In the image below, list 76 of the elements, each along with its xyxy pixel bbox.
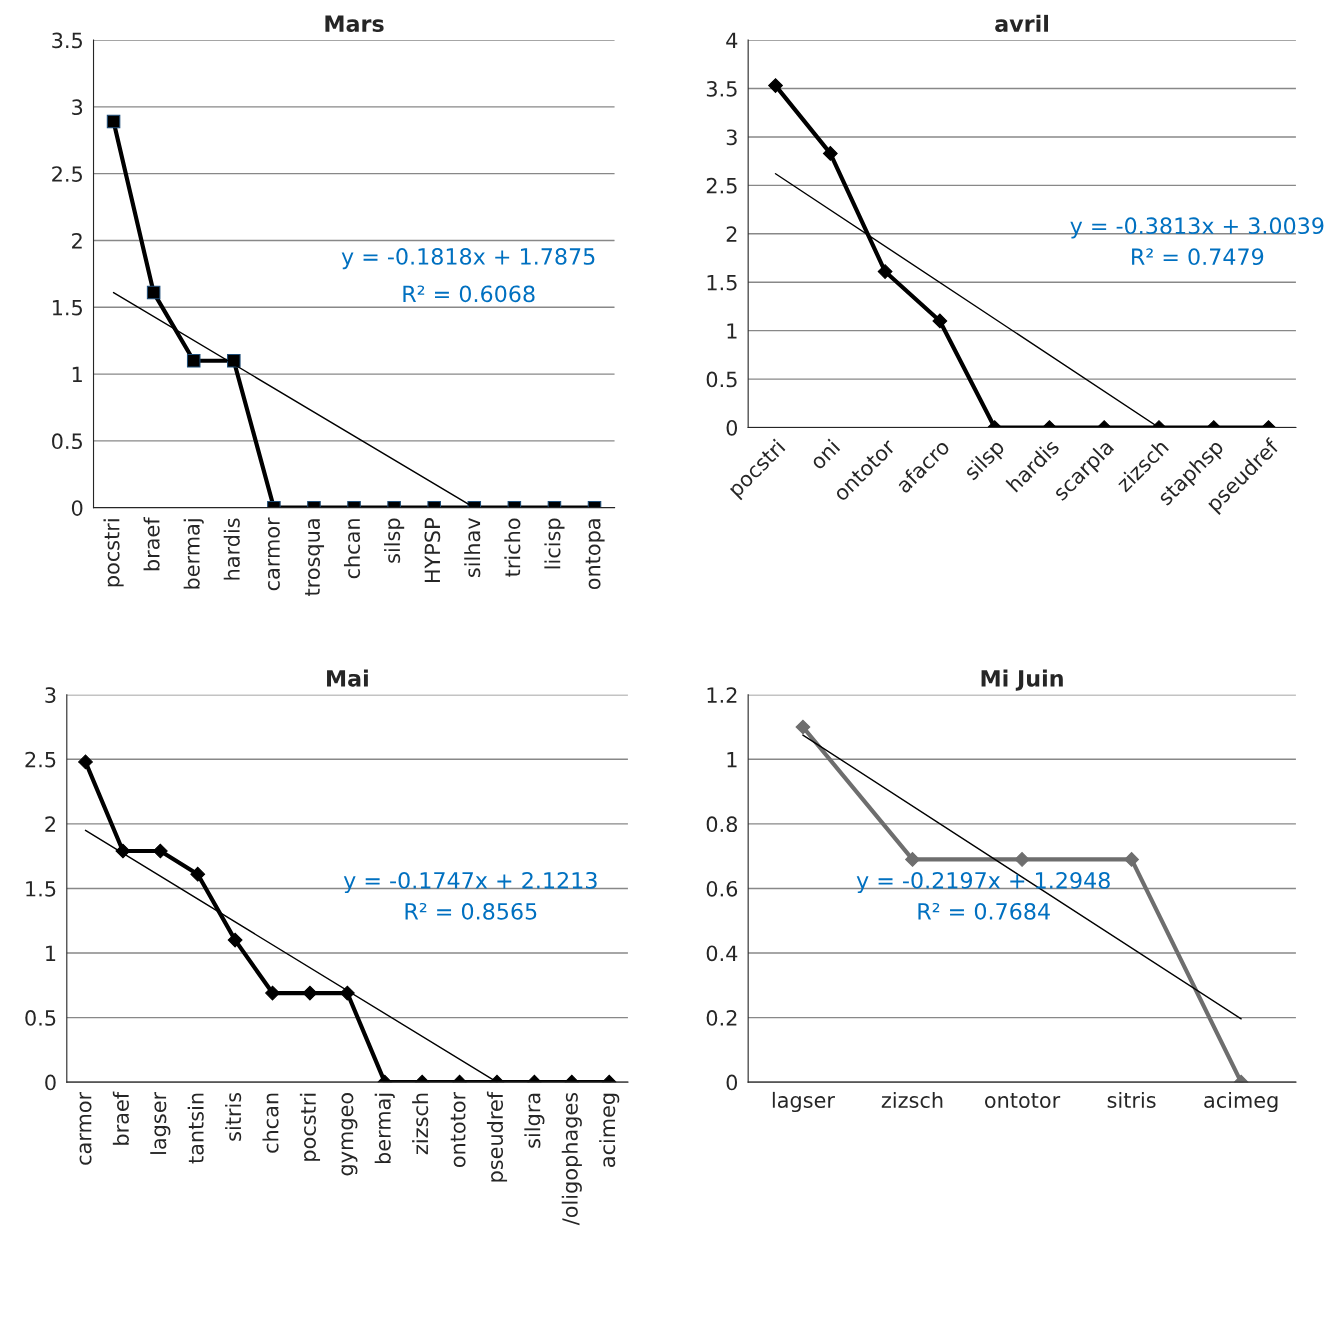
x-tick-label: pseudref — [486, 1091, 508, 1182]
annotation: R² = 0.7684 — [918, 902, 1050, 920]
y-tick-label: 0 — [726, 419, 738, 436]
y-tick-label: 0.6 — [706, 880, 738, 897]
x-tick-label: chcan — [262, 1093, 279, 1153]
y-tick-label: 2.5 — [52, 166, 82, 182]
x-tick-label: lagser — [772, 1091, 835, 1113]
x-tick-label: acimeg — [599, 1093, 620, 1167]
y-tick-label: 0.4 — [706, 945, 738, 962]
y-tick-label: 2 — [726, 226, 737, 242]
x-tick-label: trosqua — [305, 519, 325, 596]
y-tick-label: 2.5 — [706, 177, 737, 194]
y-tick-label: 1 — [727, 752, 737, 768]
y-tick-label: 3.5 — [706, 80, 737, 97]
y-tick-label: 0.2 — [706, 1010, 737, 1026]
y-tick-label: 0 — [71, 500, 83, 516]
y-tick-label: 4 — [726, 32, 738, 48]
x-tick-label: zizsch — [881, 1091, 943, 1109]
x-tick-label: silhav — [464, 518, 481, 577]
x-tick-label: pocstri — [103, 519, 124, 587]
y-tick-label: 0.5 — [52, 433, 82, 450]
x-tick-label: braef — [143, 517, 160, 571]
chart-title: Mai — [327, 669, 368, 687]
x-tick-label: sitris — [225, 1092, 242, 1141]
y-tick-label: 0.5 — [25, 1010, 56, 1026]
y-tick-label: 3 — [726, 129, 737, 146]
annotation: R² = 0.7479 — [1132, 248, 1264, 266]
x-tick-label: tricho — [504, 518, 521, 577]
x-tick-label: zizsch — [412, 1093, 429, 1155]
annotation: y = -0.3813x + 3.0039 — [1070, 217, 1324, 239]
x-tick-label: acimeg — [1204, 1091, 1278, 1113]
chart-title: avril — [995, 14, 1049, 33]
annotation: y = -0.1747x + 2.1213 — [343, 871, 597, 894]
annotation: R² = 0.6068 — [403, 285, 535, 303]
x-tick-label: lagser — [150, 1091, 171, 1154]
y-tick-label: 2.5 — [25, 751, 56, 768]
x-tick-label: licisp — [544, 518, 565, 569]
x-tick-label: ontotor — [450, 1091, 466, 1168]
annotation: R² = 0.8565 — [405, 902, 537, 920]
x-tick-label: tantsin — [187, 1093, 204, 1164]
x-tick-label: silsp — [384, 518, 405, 563]
x-tick-label: pocstri — [299, 1093, 321, 1161]
y-tick-label: 0.5 — [706, 371, 737, 388]
y-tick-label: 3 — [45, 687, 56, 703]
y-tick-label: 2 — [45, 816, 55, 832]
annotation: y = -0.1818x + 1.7875 — [341, 248, 595, 270]
y-tick-label: 1 — [727, 323, 737, 339]
x-tick-label: silgra — [524, 1093, 545, 1148]
y-tick-label: 0 — [45, 1074, 56, 1091]
x-tick-label: HYPSP — [424, 518, 441, 583]
y-tick-label: 2 — [72, 232, 82, 249]
x-tick-label: bermaj — [374, 1093, 395, 1164]
x-tick-label: /oligophages — [561, 1092, 582, 1226]
x-tick-label: carmor — [79, 1091, 92, 1165]
x-tick-label: ontopa — [585, 519, 605, 590]
x-tick-label: braef — [112, 1091, 129, 1145]
chart-title: Mi Juin — [981, 669, 1063, 691]
x-tick-label: gymgeo — [341, 1093, 358, 1176]
y-tick-label: 1.5 — [52, 300, 82, 316]
y-tick-label: 1 — [46, 945, 56, 961]
y-tick-label: 1 — [72, 366, 82, 382]
y-tick-label: 0 — [726, 1074, 738, 1091]
x-tick-label: hardis — [223, 518, 240, 580]
y-tick-label: 1.2 — [707, 687, 737, 703]
annotation: y = -0.2197x + 1.2948 — [856, 871, 1110, 894]
y-tick-label: 3.5 — [52, 32, 82, 49]
y-tick-label: 3 — [72, 99, 83, 116]
x-tick-label: sitris — [1107, 1091, 1156, 1109]
y-tick-label: 0.8 — [706, 816, 738, 833]
x-tick-label: carmor — [267, 517, 280, 591]
y-tick-label: 1.5 — [707, 274, 737, 291]
y-tick-label: 1.5 — [26, 881, 56, 897]
x-tick-label: chcan — [343, 519, 361, 579]
chart-title: Mars — [325, 15, 384, 33]
x-tick-label: ontotor — [985, 1093, 1061, 1109]
x-tick-label: bermaj — [183, 519, 204, 589]
